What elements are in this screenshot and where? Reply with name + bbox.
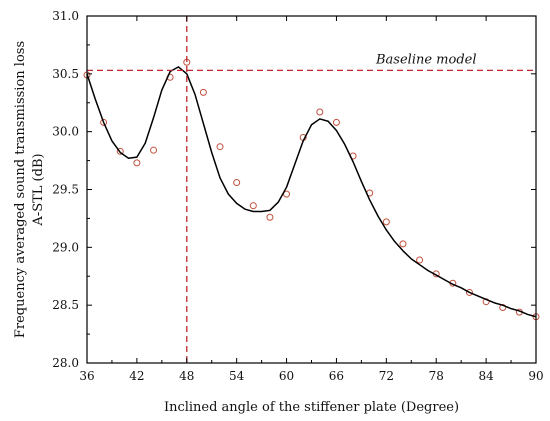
data-point [249,202,257,210]
y-tick-label: 31.0 [52,9,79,23]
x-tick-label: 72 [379,369,394,383]
baseline-label: Baseline model [375,52,477,67]
data-point [100,118,108,126]
y-tick-label: 28.5 [52,298,79,312]
data-point [150,146,158,154]
x-tick-label: 42 [129,369,144,383]
y-axis-title-line: Frequency averaged sound transmission lo… [13,41,28,338]
data-point [316,108,324,116]
x-axis-title: Inclined angle of the stiffener plate (D… [164,400,459,415]
data-point [116,147,124,155]
data-point [416,256,424,264]
x-tick-label: 36 [79,369,94,383]
y-tick-label: 29.0 [52,240,79,254]
data-point [332,118,340,126]
data-point [465,288,473,296]
x-tick-label: 84 [478,369,494,383]
y-axis: 28.0 28.5 29.0 29.5 30.0 30.5 31.0 [52,9,536,370]
data-point [266,213,274,221]
data-point [399,240,407,248]
x-tick-label: 48 [179,369,194,383]
data-point [199,88,207,96]
data-point [233,179,241,187]
y-tick-label: 28.0 [52,356,79,370]
y-tick-label: 30.5 [52,67,79,81]
fitted-curve [86,66,537,318]
x-tick-label: 90 [528,369,543,383]
y-tick-label: 29.5 [52,183,79,197]
x-tick-label: 60 [279,369,294,383]
data-point [133,159,141,167]
y-tick-label: 30.0 [52,125,79,139]
data-point [382,218,390,226]
series-layer [83,58,540,321]
plot-frame [86,15,537,364]
y-axis-title-line: A-STL (dB) [31,153,46,226]
x-tick-label: 54 [229,369,245,383]
data-point [216,143,224,151]
y-axis-title: Frequency averaged sound transmission lo… [13,41,46,338]
reference-lines [87,16,536,363]
x-axis: 36 42 48 54 60 66 72 78 84 90 [79,16,544,383]
x-tick-label: 78 [429,369,444,383]
x-tick-label: 66 [329,369,344,383]
